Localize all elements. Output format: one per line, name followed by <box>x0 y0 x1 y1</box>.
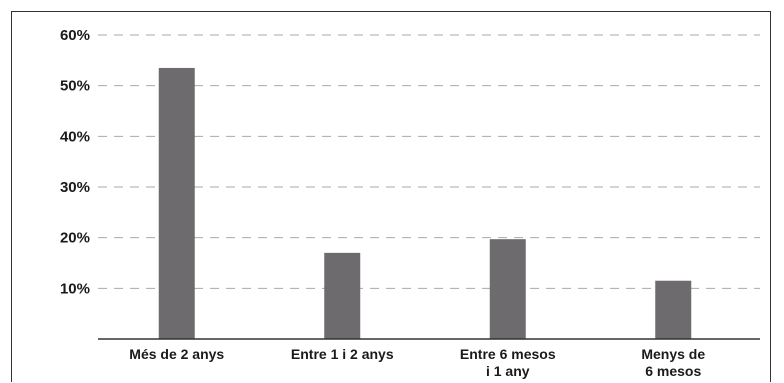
bar <box>158 67 195 339</box>
y-tick-label: 40% <box>60 128 90 145</box>
x-category-label: Entre 6 mesos <box>460 346 556 362</box>
y-axis-ticks: 10% 20% 30% 40% 50% 60% <box>60 27 90 297</box>
x-axis-labels: Més de 2 anys Entre 1 i 2 anys Entre 6 mes… <box>129 346 705 379</box>
bar <box>324 252 361 339</box>
x-category-label: i 1 any <box>486 363 530 379</box>
bar <box>489 239 526 339</box>
y-tick-label: 60% <box>60 27 90 44</box>
x-category-label: Més de 2 anys <box>129 346 224 362</box>
gridlines <box>98 34 760 289</box>
y-tick-label: 50% <box>60 78 90 95</box>
y-tick-label: 10% <box>60 280 90 297</box>
bars <box>158 67 692 339</box>
bar <box>655 280 692 339</box>
y-tick-label: 20% <box>60 230 90 247</box>
y-tick-label: 30% <box>60 179 90 196</box>
chart-frame <box>11 11 771 382</box>
x-category-label: Entre 1 i 2 anys <box>291 346 394 362</box>
x-category-label: 6 mesos <box>645 363 701 379</box>
x-category-label: Menys de <box>641 346 705 362</box>
